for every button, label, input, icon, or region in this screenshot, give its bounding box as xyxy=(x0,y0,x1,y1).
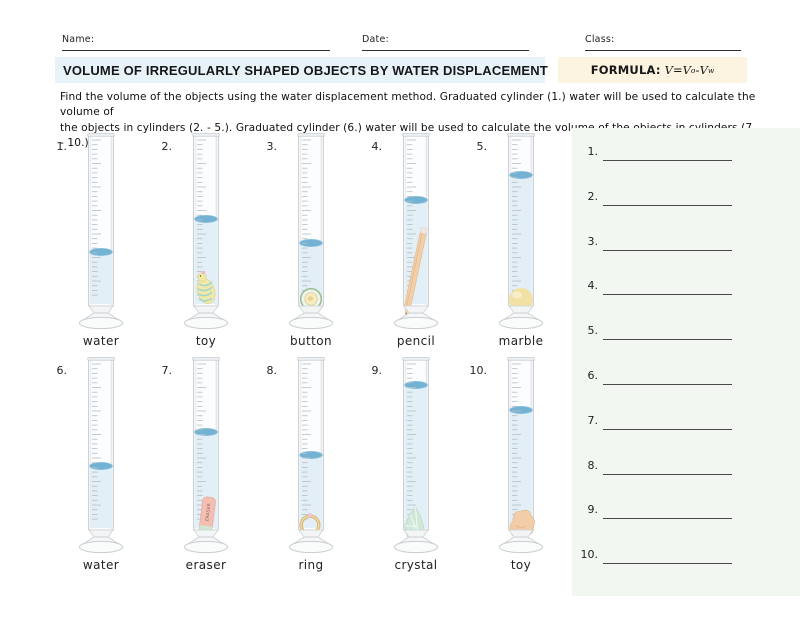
cylinder-label: toy xyxy=(510,558,532,572)
formula-vo: V xyxy=(682,63,691,77)
answer-number-4: 4. xyxy=(587,279,599,292)
graduated-cylinder-icon xyxy=(393,357,439,554)
formula-sub-w: w xyxy=(707,65,715,75)
cylinder-label: button xyxy=(290,334,332,348)
water-level xyxy=(194,215,218,224)
cylinder-label: marble xyxy=(498,334,544,348)
graduated-cylinder-icon xyxy=(183,133,229,330)
cylinder-label: ring xyxy=(298,558,324,572)
graduated-cylinder-icon: ERASER xyxy=(183,357,229,554)
pencil-icon xyxy=(404,227,428,317)
cylinder-label: eraser xyxy=(185,558,227,572)
cylinder-label: pencil xyxy=(396,334,436,348)
name-blank-line xyxy=(62,50,330,51)
answers-panel: 1. 2. 3. 4. 5. 6. 7. 8. 9. 10. xyxy=(572,128,800,596)
water-level xyxy=(89,462,113,471)
cylinder-label: crystal xyxy=(394,558,438,572)
instructions-line1: Find the volume of the objects using the… xyxy=(60,91,756,119)
graduated-cylinder-icon xyxy=(78,133,124,330)
cylinder-number: 4. xyxy=(371,140,383,153)
answer-line-2 xyxy=(603,205,732,206)
cylinder-7: 7. ERASER eraser xyxy=(162,357,236,572)
answer-number-9: 9. xyxy=(587,503,599,516)
cylinder-number: 6. xyxy=(56,364,68,377)
worksheet-title: VOLUME OF IRREGULARLY SHAPED OBJECTS BY … xyxy=(63,62,548,78)
water-level xyxy=(89,248,113,257)
cylinder-9: 9. crystal xyxy=(372,357,446,572)
answer-line-6 xyxy=(603,384,732,385)
cylinder-label: toy xyxy=(195,334,217,348)
class-blank-line xyxy=(585,50,741,51)
name-label: Name: xyxy=(62,34,95,45)
water-level xyxy=(404,380,428,389)
water-level xyxy=(194,428,218,437)
class-label: Class: xyxy=(585,34,615,45)
graduated-cylinder-icon xyxy=(288,357,334,554)
svg-text:ERASER: ERASER xyxy=(204,503,211,522)
answer-number-5: 5. xyxy=(587,324,599,337)
answer-line-4 xyxy=(603,294,732,295)
cylinder-number: 7. xyxy=(161,364,173,377)
graduated-cylinder-icon xyxy=(498,133,544,330)
cylinder-10: 10. toy xyxy=(470,357,551,572)
formula-equals: = xyxy=(672,63,683,77)
formula-minus: - xyxy=(695,63,700,77)
cylinder-6: 6. water xyxy=(57,357,131,572)
answer-line-8 xyxy=(603,474,732,475)
formula-v: V xyxy=(664,63,673,77)
formula-label: FORMULA: xyxy=(590,63,661,77)
answer-line-9 xyxy=(603,518,732,519)
graduated-cylinder-icon xyxy=(288,133,334,330)
answer-number-7: 7. xyxy=(587,414,599,427)
water-level xyxy=(299,451,323,460)
graduated-cylinder-icon xyxy=(393,133,439,330)
cylinder-number: 3. xyxy=(266,140,278,153)
cylinder-number: 9. xyxy=(371,364,383,377)
cylinder-label: water xyxy=(82,558,120,572)
water-level xyxy=(509,406,533,415)
cylinder-1: 1. water xyxy=(57,133,131,348)
answer-number-10: 10. xyxy=(580,548,599,561)
cylinder-5: 5. marble xyxy=(477,133,551,348)
graduated-cylinder-icon xyxy=(498,357,544,554)
water-level xyxy=(404,196,428,205)
answer-line-7 xyxy=(603,429,732,430)
toy-figure-icon xyxy=(196,270,216,304)
answer-line-1 xyxy=(603,160,732,161)
date-label: Date: xyxy=(362,34,389,45)
cylinder-2: 2. toy xyxy=(162,133,236,348)
answer-line-3 xyxy=(603,250,732,251)
date-blank-line xyxy=(362,50,529,51)
cylinder-3: 3. button xyxy=(267,133,341,348)
cylinder-label: water xyxy=(82,334,120,348)
answer-line-5 xyxy=(603,339,732,340)
formula-sub-o: o xyxy=(690,65,696,75)
answer-number-2: 2. xyxy=(587,190,599,203)
formula-vw: V xyxy=(699,63,708,77)
answer-number-1: 1. xyxy=(587,145,599,158)
graduated-cylinder-icon xyxy=(78,357,124,554)
cylinder-8: 8. ring xyxy=(267,357,341,572)
answer-number-3: 3. xyxy=(587,235,599,248)
cylinder-number: 8. xyxy=(266,364,278,377)
answer-number-6: 6. xyxy=(587,369,599,382)
water-level xyxy=(299,239,323,248)
cylinder-4: 4. pencil xyxy=(372,133,446,348)
cylinder-number: 2. xyxy=(161,140,173,153)
cylinder-number: 1. xyxy=(56,140,68,153)
answer-line-10 xyxy=(603,563,732,564)
cylinder-number: 5. xyxy=(476,140,488,153)
answer-number-8: 8. xyxy=(587,459,599,472)
cylinder-number: 10. xyxy=(469,364,488,377)
worksheet-title-bar: VOLUME OF IRREGULARLY SHAPED OBJECTS BY … xyxy=(55,57,548,83)
